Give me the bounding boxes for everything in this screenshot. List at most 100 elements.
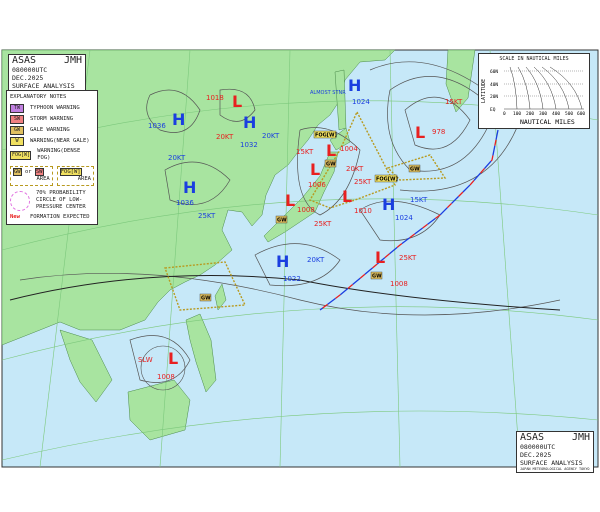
pressure-label: 1008 xyxy=(297,206,315,214)
speed-label: SLW xyxy=(138,356,153,364)
speed-label: 20KT xyxy=(168,154,186,162)
agency-footer: JAPAN METEOROLOGICAL AGENCY TOKYO xyxy=(520,467,590,471)
note-label: TYPHOON WARNING xyxy=(30,105,80,111)
speed-label: 25KT xyxy=(354,178,372,186)
new-legend: New FORMATION EXPECTED xyxy=(10,214,94,221)
area-legend: GW or SW AREA FOG[W] AREA xyxy=(10,166,94,186)
note-tag: TW xyxy=(10,104,24,113)
scale-chart: LATITUDE 60N 40N 20N EQ 0 100 200 300 400 500… xyxy=(481,66,585,126)
title-box-top: ASAS JMH 080000UTC DEC.2025 SURFACE ANALY… xyxy=(8,54,86,92)
low-marker: L xyxy=(375,248,385,267)
note-label: WARNING(NEAR GALE) xyxy=(30,138,90,144)
analysis-time: 080000UTC DEC.2025 xyxy=(520,443,556,459)
svg-text:GW: GW xyxy=(372,274,382,280)
system-labels: 1036 20KT 1018 20KT 1032 20KT 1036 25KT … xyxy=(138,90,463,381)
or-label: or xyxy=(24,169,32,175)
agency-label: ASAS xyxy=(12,55,37,66)
note-row: GW GALE WARNING xyxy=(10,126,94,135)
high-marker: H xyxy=(172,110,185,129)
lat-tick: EQ xyxy=(490,107,496,113)
scale-xlabel: NAUTICAL MILES xyxy=(520,118,575,126)
speed-label: 25KT xyxy=(399,254,417,262)
notes-heading: EXPLANATORY NOTES xyxy=(10,94,67,100)
speed-label: 20KT xyxy=(216,133,234,141)
scale-ylabel: LATITUDE xyxy=(481,79,487,103)
high-marker: H xyxy=(276,252,289,271)
new-label: FORMATION EXPECTED xyxy=(29,214,90,220)
area-label: AREA xyxy=(77,176,91,182)
title-box-bottom: ASAS JMH 080000UTC DEC.2025 SURFACE ANALY… xyxy=(516,431,594,473)
svg-text:GW: GW xyxy=(410,167,420,173)
pressure-label: 1008 xyxy=(157,373,175,381)
pressure-system-markers: H L H H H L L L L L H H L L xyxy=(168,76,425,368)
circle-label: 70% PROBABILITY CIRCLE OF LOW-PRESSURE C… xyxy=(36,190,86,210)
speed-label: 25KT xyxy=(198,212,216,220)
gw-sw-area-sample: GW or SW AREA xyxy=(10,166,53,186)
nm-tick: 400 xyxy=(552,111,560,117)
pressure-label: 1024 xyxy=(395,214,413,222)
nm-tick: 0 xyxy=(503,111,506,117)
front xyxy=(319,129,499,311)
low-marker: L xyxy=(342,187,352,206)
nm-tick: 200 xyxy=(526,111,534,117)
note-row: FOG[W] WARNING(DENSE FOG) xyxy=(10,148,94,162)
analysis-time: 080000UTC DEC.2025 xyxy=(12,66,48,82)
nm-tick: 500 xyxy=(565,111,573,117)
area-sw-tag: SW xyxy=(34,168,44,176)
analysis-title: SURFACE ANALYSIS xyxy=(520,459,583,467)
fog-area-sample: FOG[W] AREA xyxy=(56,166,94,186)
main-isobar xyxy=(9,275,561,311)
pressure-label: 1008 xyxy=(390,280,408,288)
speed-label: 20KT xyxy=(307,256,325,264)
new-tag: New xyxy=(10,214,20,220)
pressure-label: 1032 xyxy=(240,141,258,149)
explanatory-notes: EXPLANATORY NOTES TW TYPHOON WARNING SW ST… xyxy=(6,90,98,225)
lat-tick: 60N xyxy=(490,69,498,75)
high-marker: H xyxy=(243,113,256,132)
probability-circle-icon xyxy=(10,190,30,211)
speed-label: 20KT xyxy=(346,165,364,173)
pressure-label: 978 xyxy=(432,128,445,136)
area-fog-tag: FOG[W] xyxy=(59,168,82,176)
lat-tick: 40N xyxy=(490,82,498,88)
pressure-label: 1006 xyxy=(308,181,326,189)
low-marker: L xyxy=(310,160,320,179)
scale-title: SCALE IN NAUTICAL MILES xyxy=(499,56,569,62)
note-label: STORM WARNING xyxy=(30,116,74,122)
svg-text:FOG[W]: FOG[W] xyxy=(376,177,398,183)
speed-label: 15KT xyxy=(296,148,314,156)
low-marker: L xyxy=(285,191,295,210)
analysis-title: SURFACE ANALYSIS xyxy=(12,82,75,90)
speed-label: 20KT xyxy=(262,132,280,140)
note-tag: FOG[W] xyxy=(10,150,32,160)
agency-label: ASAS xyxy=(520,432,545,443)
speed-label: 25KT xyxy=(314,220,332,228)
pressure-label: 1004 xyxy=(340,145,358,153)
note-tag: W xyxy=(10,137,24,146)
pressure-label: 1024 xyxy=(352,98,370,106)
pressure-label: 1036 xyxy=(176,199,194,207)
circle-legend: 70% PROBABILITY CIRCLE OF LOW-PRESSURE C… xyxy=(10,190,94,211)
svg-text:GW: GW xyxy=(326,162,336,168)
note-tag: GW xyxy=(10,126,24,135)
low-marker: L xyxy=(168,349,178,368)
warning-tags: GW GW GW GW GW FOG[W] FOG[W] xyxy=(199,130,421,302)
nm-tick: 100 xyxy=(513,111,521,117)
svg-text:FOG[W]: FOG[W] xyxy=(315,133,337,139)
low-marker: L xyxy=(326,141,336,160)
speed-label: 15KT xyxy=(410,196,428,204)
pressure-label: 1018 xyxy=(206,94,224,102)
high-marker: H xyxy=(382,195,395,214)
note-tag: SW xyxy=(10,115,24,124)
note-label: GALE WARNING xyxy=(30,127,70,133)
low-marker: L xyxy=(232,92,242,111)
warning-areas xyxy=(164,110,447,311)
high-marker: H xyxy=(183,178,196,197)
issuer-label: JMH xyxy=(571,432,590,443)
issuer-label: JMH xyxy=(63,55,82,66)
area-gw-tag: GW xyxy=(13,168,22,176)
scale-box: SCALE IN NAUTICAL MILES LATITUDE 60N 40N… xyxy=(478,53,590,129)
low-marker: L xyxy=(415,123,425,142)
area-label: AREA xyxy=(36,176,50,182)
speed-label: 15KT xyxy=(445,98,463,106)
